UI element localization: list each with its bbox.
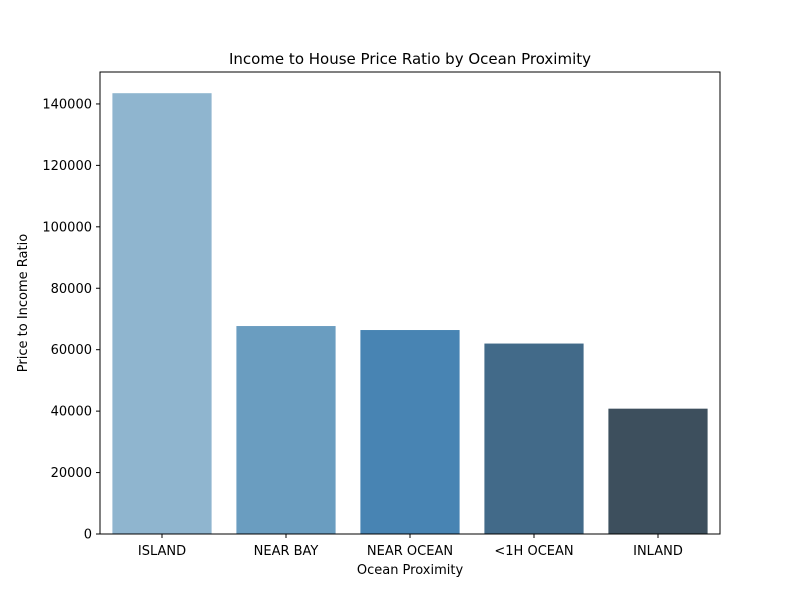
x-tick-label: NEAR OCEAN	[367, 544, 453, 559]
y-axis-ticks: 0 20000 40000 60000 80000 100000 120000 140000	[42, 97, 100, 543]
y-tick-label: 140000	[42, 97, 92, 112]
y-axis-title: Price to Income Ratio	[16, 234, 31, 372]
x-axis-title: Ocean Proximity	[357, 563, 464, 578]
x-axis-ticks: ISLAND NEAR BAY NEAR OCEAN <1H OCEAN INLAND	[138, 534, 683, 559]
y-tick-label: 20000	[51, 466, 92, 481]
y-tick-label: 40000	[51, 405, 92, 420]
chart-title: Income to House Price Ratio by Ocean Pro…	[229, 50, 591, 68]
bars-layer	[112, 93, 708, 534]
x-tick-label: NEAR BAY	[254, 544, 319, 559]
y-tick-label: 60000	[51, 343, 92, 358]
x-tick-label: <1H OCEAN	[494, 544, 573, 559]
x-tick-label: ISLAND	[138, 544, 186, 559]
bar-0	[112, 93, 212, 534]
bar-1	[236, 326, 336, 534]
plot-frame	[99, 71, 721, 535]
bar-4	[608, 408, 708, 534]
bar-3	[484, 343, 584, 534]
y-tick-label: 80000	[51, 282, 92, 297]
y-tick-label: 120000	[42, 159, 92, 174]
y-tick-label: 100000	[42, 220, 92, 235]
bar-2	[360, 330, 460, 534]
x-tick-label: INLAND	[633, 544, 683, 559]
y-tick-label: 0	[84, 528, 92, 543]
